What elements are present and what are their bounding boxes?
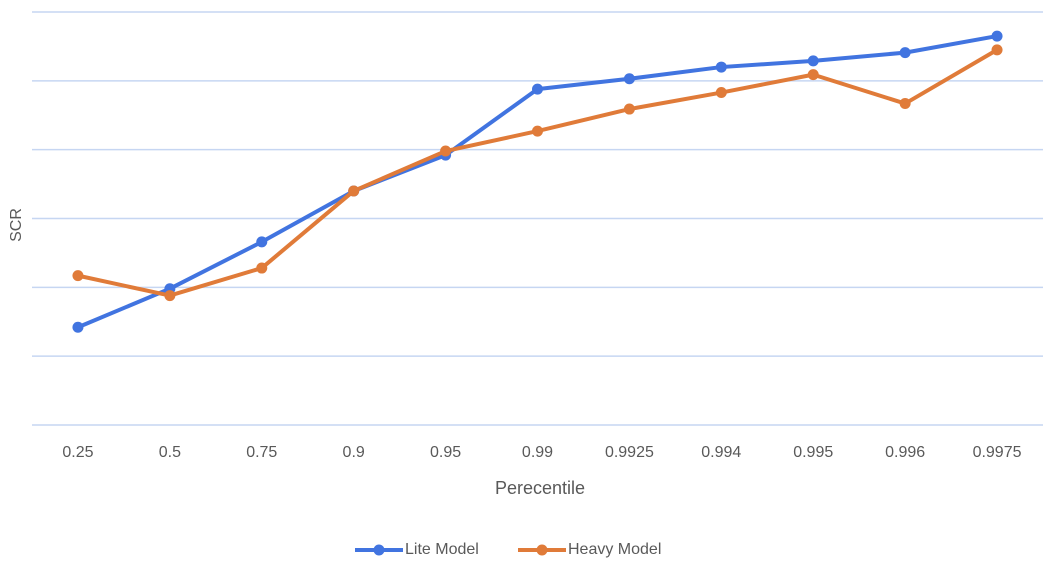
- data-point: [348, 185, 360, 197]
- y-axis-label: SCR: [8, 208, 25, 242]
- data-point: [807, 69, 819, 81]
- x-tick-label: 0.75: [246, 444, 277, 461]
- x-tick-label: 0.9: [343, 444, 365, 461]
- data-point: [623, 73, 635, 85]
- x-tick-label: 0.9925: [605, 444, 654, 461]
- x-tick-label: 0.99: [522, 444, 553, 461]
- x-tick-label: 0.994: [701, 444, 741, 461]
- legend-marker: [373, 544, 385, 556]
- data-point: [440, 145, 452, 157]
- x-tick-label: 0.996: [885, 444, 925, 461]
- x-tick-label: 0.25: [62, 444, 93, 461]
- legend-label: Lite Model: [405, 541, 479, 558]
- x-tick-label: 0.9975: [973, 444, 1022, 461]
- data-point: [532, 125, 543, 137]
- data-point: [807, 55, 819, 67]
- data-point: [899, 98, 911, 110]
- data-point: [623, 103, 635, 115]
- x-axis-label: Perecentile: [495, 478, 585, 498]
- legend-marker: [536, 544, 548, 556]
- legend-label: Heavy Model: [568, 541, 661, 558]
- data-point: [532, 83, 543, 95]
- data-point: [72, 270, 84, 282]
- data-point: [72, 321, 84, 333]
- data-point: [715, 87, 727, 99]
- data-point: [899, 47, 911, 59]
- data-point: [715, 61, 727, 73]
- data-point: [256, 236, 268, 248]
- x-tick-label: 0.95: [430, 444, 461, 461]
- x-tick-label: 0.5: [159, 444, 181, 461]
- data-point: [164, 290, 176, 302]
- x-tick-label: 0.995: [793, 444, 833, 461]
- data-point: [256, 262, 268, 274]
- data-point: [991, 44, 1003, 56]
- data-point: [991, 30, 1003, 42]
